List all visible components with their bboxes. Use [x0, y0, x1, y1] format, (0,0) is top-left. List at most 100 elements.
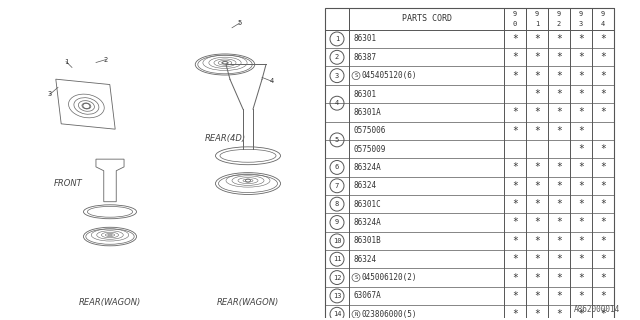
Text: *: *	[556, 181, 562, 191]
Text: *: *	[578, 218, 584, 228]
Text: *: *	[578, 254, 584, 264]
Text: 045006120(2): 045006120(2)	[361, 273, 417, 282]
Text: *: *	[534, 309, 540, 319]
Text: 86324A: 86324A	[354, 163, 381, 172]
Text: REAR(WAGON): REAR(WAGON)	[217, 298, 279, 307]
Text: 86301: 86301	[354, 35, 377, 44]
Text: 11: 11	[333, 256, 341, 262]
Text: *: *	[512, 254, 518, 264]
Text: *: *	[600, 108, 606, 117]
Text: 86324: 86324	[354, 255, 377, 264]
Text: *: *	[600, 89, 606, 99]
Text: *: *	[512, 181, 518, 191]
Text: 2: 2	[335, 54, 339, 60]
Text: 4: 4	[270, 78, 274, 84]
Text: *: *	[534, 163, 540, 172]
Text: *: *	[600, 236, 606, 246]
Text: *: *	[600, 291, 606, 301]
Text: *: *	[600, 309, 606, 319]
Text: 86387: 86387	[354, 53, 377, 62]
Text: N: N	[355, 312, 358, 317]
Text: *: *	[600, 181, 606, 191]
Text: 9: 9	[535, 11, 539, 17]
Text: 6: 6	[335, 164, 339, 171]
Text: *: *	[556, 254, 562, 264]
Text: *: *	[512, 236, 518, 246]
Text: 12: 12	[333, 275, 341, 281]
Text: *: *	[556, 218, 562, 228]
Text: 4: 4	[601, 21, 605, 27]
Text: 5: 5	[335, 137, 339, 143]
Text: *: *	[534, 273, 540, 283]
Text: *: *	[600, 71, 606, 81]
Text: *: *	[556, 163, 562, 172]
Text: S: S	[355, 73, 358, 78]
Text: *: *	[534, 71, 540, 81]
Text: *: *	[556, 52, 562, 62]
Text: FRONT: FRONT	[54, 179, 83, 188]
Text: 3: 3	[48, 91, 52, 97]
Text: *: *	[512, 309, 518, 319]
Text: *: *	[600, 52, 606, 62]
Text: 86301B: 86301B	[354, 236, 381, 245]
Text: *: *	[512, 126, 518, 136]
Text: *: *	[534, 236, 540, 246]
Text: *: *	[534, 291, 540, 301]
Text: *: *	[578, 34, 584, 44]
Text: *: *	[600, 199, 606, 209]
Text: 86301C: 86301C	[354, 200, 381, 209]
Text: 2: 2	[104, 57, 108, 62]
Text: *: *	[534, 181, 540, 191]
Text: *: *	[512, 218, 518, 228]
Text: 86324: 86324	[354, 181, 377, 190]
Text: REAR(4D): REAR(4D)	[204, 134, 246, 143]
Text: *: *	[534, 89, 540, 99]
Text: 7: 7	[335, 183, 339, 189]
Text: *: *	[578, 199, 584, 209]
Text: REAR(WAGON): REAR(WAGON)	[79, 298, 141, 307]
Text: 8: 8	[335, 201, 339, 207]
Text: *: *	[556, 273, 562, 283]
Text: 63067A: 63067A	[354, 292, 381, 300]
Text: 5: 5	[238, 20, 242, 26]
Text: 13: 13	[333, 293, 341, 299]
Text: 9: 9	[513, 11, 517, 17]
Text: *: *	[512, 199, 518, 209]
Text: *: *	[512, 108, 518, 117]
Text: *: *	[534, 34, 540, 44]
Text: *: *	[512, 52, 518, 62]
Text: *: *	[534, 126, 540, 136]
Text: 3: 3	[579, 21, 583, 27]
Text: 9: 9	[335, 220, 339, 226]
Text: *: *	[578, 52, 584, 62]
Text: 1: 1	[64, 59, 68, 65]
Text: 3: 3	[335, 73, 339, 79]
Text: *: *	[512, 71, 518, 81]
Text: *: *	[534, 108, 540, 117]
Text: *: *	[578, 126, 584, 136]
Text: *: *	[534, 199, 540, 209]
Text: 0: 0	[513, 21, 517, 27]
Text: 2: 2	[557, 21, 561, 27]
Text: PARTS CORD: PARTS CORD	[401, 14, 451, 23]
Text: 86301: 86301	[354, 90, 377, 99]
Text: *: *	[512, 34, 518, 44]
Text: 023806000(5): 023806000(5)	[361, 310, 417, 319]
Text: 10: 10	[333, 238, 341, 244]
Text: 9: 9	[579, 11, 583, 17]
Text: *: *	[578, 163, 584, 172]
Text: *: *	[512, 273, 518, 283]
Text: S: S	[355, 275, 358, 280]
Text: 86301A: 86301A	[354, 108, 381, 117]
Text: 1: 1	[535, 21, 539, 27]
Text: 4: 4	[335, 100, 339, 106]
Text: *: *	[578, 144, 584, 154]
Text: *: *	[600, 163, 606, 172]
Text: 1: 1	[335, 36, 339, 42]
Text: *: *	[512, 291, 518, 301]
Text: *: *	[534, 254, 540, 264]
Text: *: *	[578, 89, 584, 99]
Text: *: *	[578, 236, 584, 246]
Bar	[325, 8, 614, 320]
Text: *: *	[600, 254, 606, 264]
